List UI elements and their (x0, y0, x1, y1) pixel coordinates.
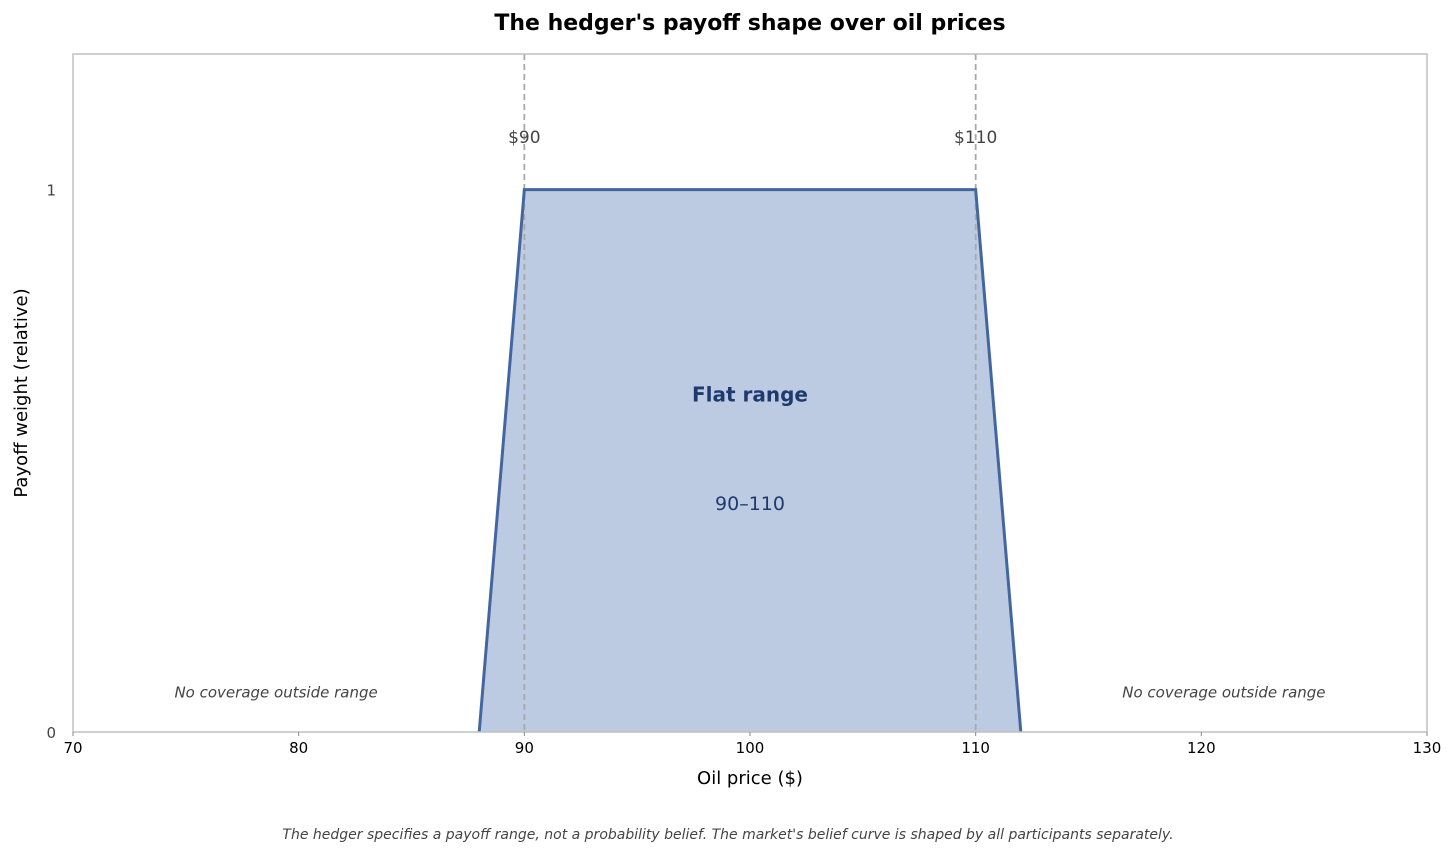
payoff-area-fill (479, 189, 1021, 733)
x-tick-label: 70 (63, 739, 82, 757)
annotation-1: 90–110 (715, 493, 785, 515)
x-axis-label: Oil price ($) (697, 768, 803, 789)
reference-label-90: $90 (508, 128, 540, 148)
x-tick-label: 120 (1187, 739, 1216, 757)
x-tick-label: 80 (289, 739, 308, 757)
x-tick-label: 130 (1413, 739, 1442, 757)
payoff-line (477, 188, 1023, 733)
annotation-3: No coverage outside range (1122, 683, 1325, 701)
annotation-0: Flat range (692, 383, 808, 407)
x-tick-label: 110 (961, 739, 990, 757)
y-tick-label: 0 (46, 724, 56, 742)
x-tick-label: 90 (515, 739, 534, 757)
chart-title: The hedger's payoff shape over oil price… (494, 11, 1005, 36)
y-axis-label: Payoff weight (relative) (11, 288, 32, 497)
x-tick-label: 100 (736, 739, 765, 757)
y-tick-label: 1 (46, 182, 56, 200)
reference-label-110: $110 (954, 128, 997, 148)
chart-caption: The hedger specifies a payoff range, not… (282, 827, 1173, 843)
annotation-2: No coverage outside range (174, 683, 377, 701)
